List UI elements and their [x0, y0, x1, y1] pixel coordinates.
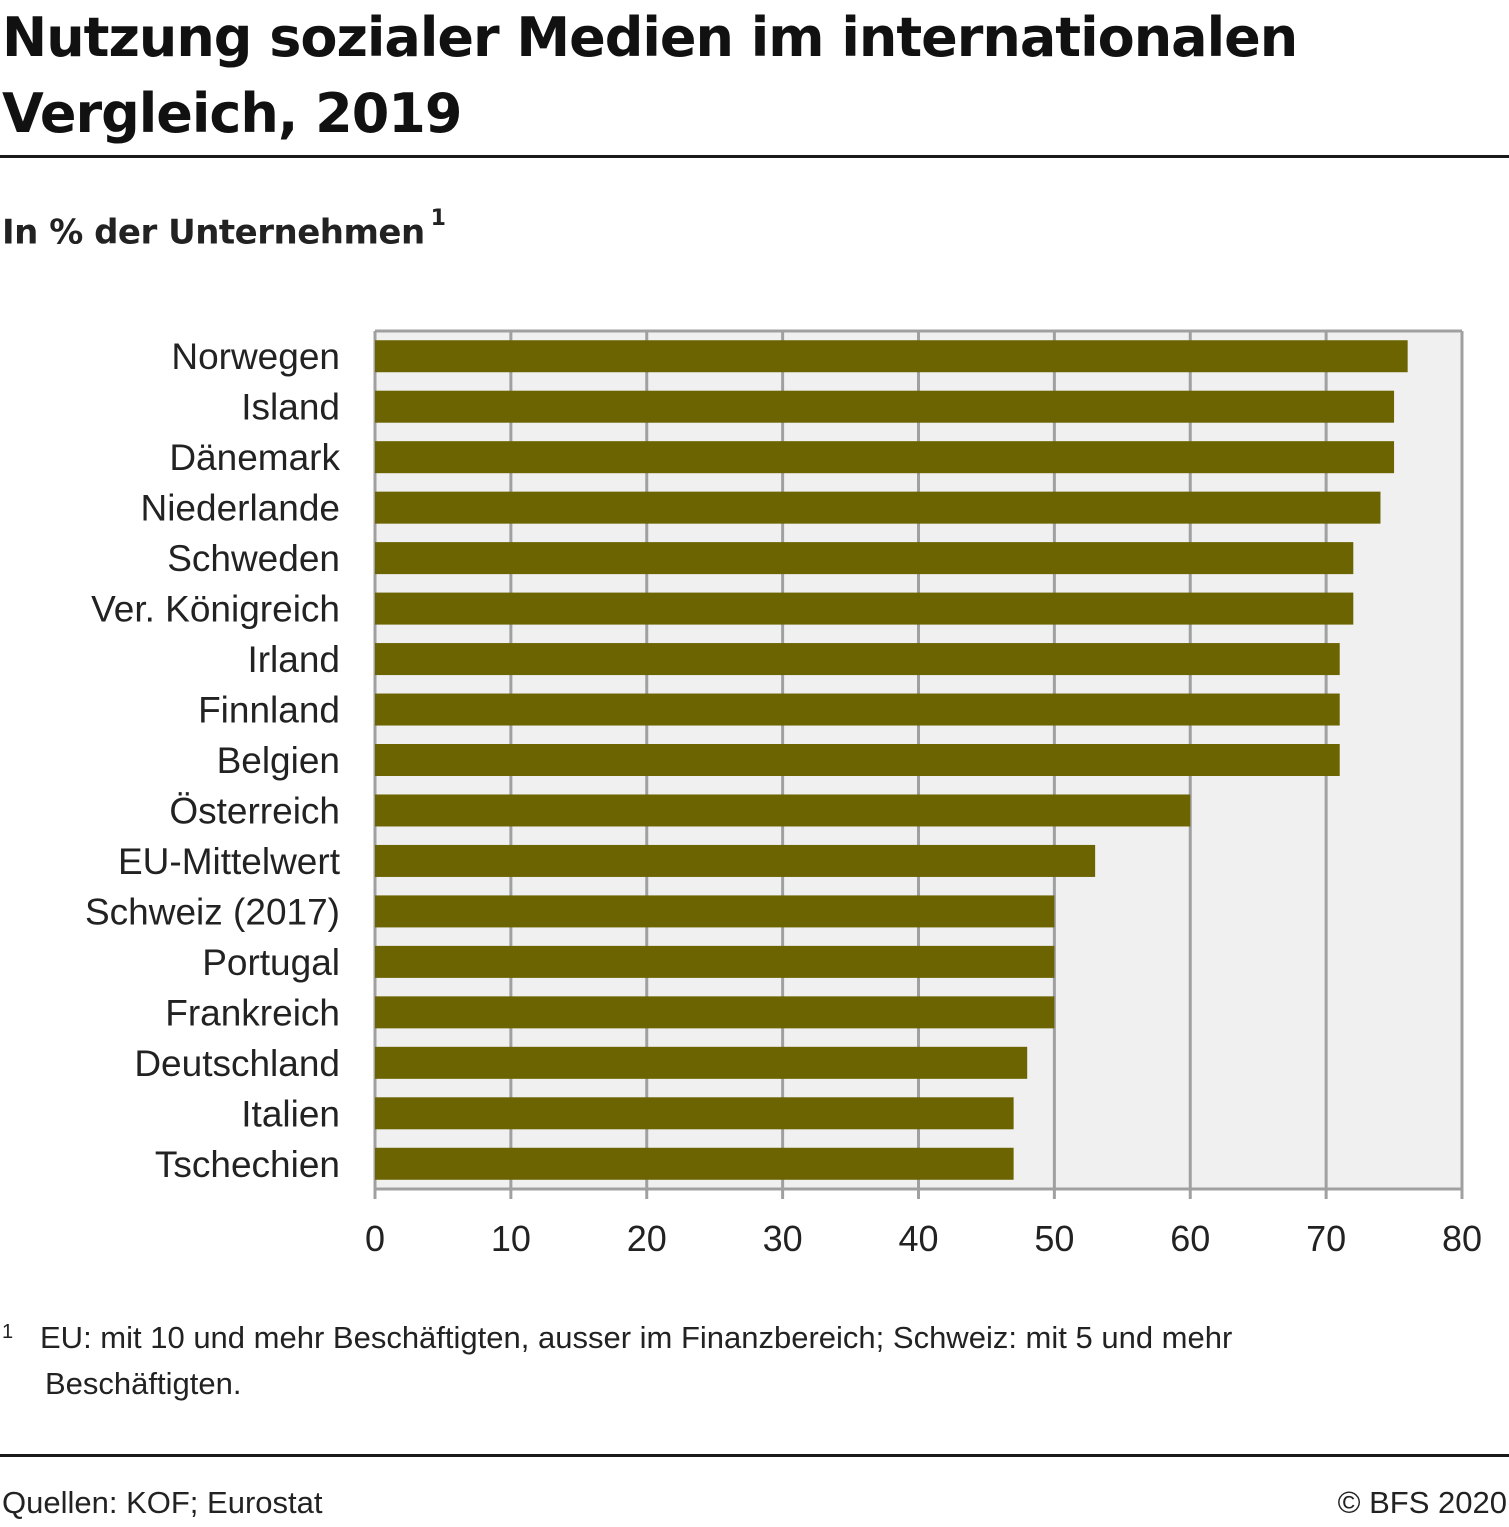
chart-title-line1: Nutzung sozialer Medien im international…: [2, 6, 1298, 69]
category-label: Dänemark: [169, 437, 340, 478]
bar: [375, 693, 1340, 726]
bar: [375, 592, 1354, 625]
x-tick-label: 60: [1170, 1218, 1210, 1259]
category-label: Frankreich: [165, 992, 340, 1033]
category-label: Finnland: [198, 690, 340, 731]
subtitle-text: In % der Unternehmen: [2, 212, 425, 253]
category-label: Belgien: [217, 740, 340, 781]
category-label: Irland: [247, 639, 340, 680]
category-label: Deutschland: [134, 1043, 340, 1084]
x-tick-label: 10: [491, 1218, 531, 1259]
chart-subtitle: In % der Unternehmen 1: [2, 206, 446, 253]
bar: [375, 643, 1340, 676]
bar: [375, 996, 1055, 1029]
category-label: Norwegen: [171, 336, 340, 377]
category-label: Portugal: [202, 942, 340, 983]
category-label: Schweden: [167, 538, 340, 579]
subtitle-footnote-marker: 1: [430, 206, 446, 231]
x-tick-label: 40: [898, 1218, 938, 1259]
category-label: Island: [241, 387, 340, 428]
bar: [375, 1147, 1014, 1180]
x-tick-label: 80: [1442, 1218, 1482, 1259]
category-label: Italien: [241, 1093, 340, 1134]
category-label: Schweiz (2017): [85, 891, 340, 932]
bar: [375, 390, 1395, 423]
chart-title: Nutzung sozialer Medien im international…: [2, 0, 1402, 152]
footnote-line1: EU: mit 10 und mehr Beschäftigten, ausse…: [40, 1320, 1233, 1355]
x-tick-label: 70: [1306, 1218, 1346, 1259]
footnote-marker: 1: [2, 1321, 14, 1343]
x-tick-label: 30: [763, 1218, 803, 1259]
bar: [375, 844, 1096, 877]
category-label: Niederlande: [140, 488, 340, 529]
bar: [375, 491, 1381, 524]
x-tick-label: 20: [627, 1218, 667, 1259]
footer-divider: [0, 1454, 1509, 1457]
x-tick-label: 50: [1034, 1218, 1074, 1259]
bar: [375, 945, 1055, 978]
bar: [375, 340, 1408, 373]
bar: [375, 744, 1340, 776]
bar-chart: 0 10 20 30 40 50 60 70 80 Norwegen Island Dänemark N…: [85, 329, 1482, 1259]
source-text: Quellen: KOF; Eurostat: [2, 1485, 323, 1520]
footnote-line2: Beschäftigten.: [45, 1366, 242, 1401]
bar: [375, 1046, 1028, 1079]
category-label: EU-Mittelwert: [118, 841, 341, 882]
bar: [375, 441, 1395, 474]
bar: [375, 1097, 1014, 1130]
bar: [375, 542, 1354, 575]
x-tick-label: 0: [365, 1218, 385, 1259]
category-label: Österreich: [169, 790, 340, 831]
title-divider: [0, 155, 1509, 158]
category-label: Ver. Königreich: [91, 589, 340, 630]
bar: [375, 895, 1055, 928]
copyright-text: © BFS 2020: [1337, 1485, 1507, 1520]
category-label: Tschechien: [155, 1144, 340, 1185]
chart-title-line2: Vergleich, 2019: [2, 82, 462, 145]
bar: [375, 794, 1191, 827]
